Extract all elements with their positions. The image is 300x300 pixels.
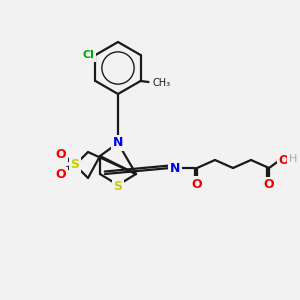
- Text: O: O: [279, 154, 289, 166]
- Text: H: H: [289, 154, 297, 164]
- Text: N: N: [170, 161, 180, 175]
- Text: S: S: [113, 179, 122, 193]
- Text: N: N: [113, 136, 123, 149]
- Text: O: O: [192, 178, 202, 190]
- Text: Cl: Cl: [82, 50, 94, 60]
- Text: O: O: [264, 178, 274, 191]
- Text: S: S: [70, 158, 80, 172]
- Text: O: O: [56, 169, 66, 182]
- Text: CH₃: CH₃: [152, 78, 171, 88]
- Text: O: O: [56, 148, 66, 161]
